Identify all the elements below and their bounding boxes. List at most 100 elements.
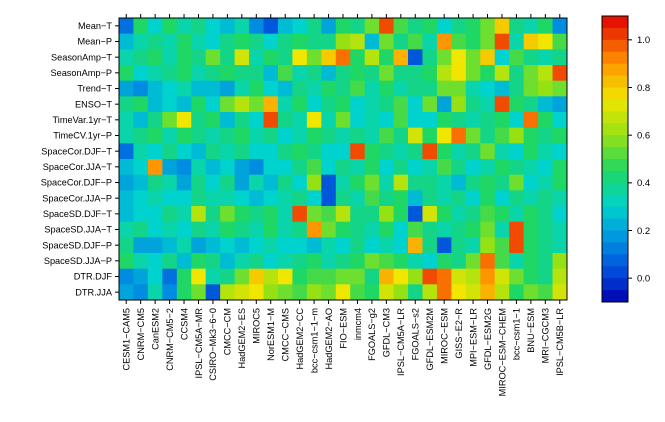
heatmap-cell <box>220 221 236 238</box>
heatmap-cell <box>408 284 423 301</box>
heatmap-cell <box>552 49 568 66</box>
heatmap-cell <box>408 206 423 223</box>
heatmap-cell <box>133 143 149 160</box>
colorbar-swatch <box>602 39 628 53</box>
heatmap-cell <box>191 112 207 129</box>
heatmap-cell <box>321 112 337 129</box>
heatmap-cell <box>147 206 163 223</box>
heatmap-cell <box>408 80 423 97</box>
heatmap-cell <box>176 80 192 97</box>
row-label: SpaceCor.DJF−P <box>41 178 112 188</box>
heatmap-cell <box>277 206 293 223</box>
heatmap-cell <box>538 206 553 223</box>
heatmap-cell <box>162 221 178 238</box>
heatmap-cell <box>364 143 380 160</box>
heatmap-cell <box>191 268 207 285</box>
heatmap-cell <box>451 18 467 35</box>
heatmap-cell <box>538 112 553 129</box>
heatmap-cell <box>133 65 149 82</box>
heatmap-cell <box>364 253 380 270</box>
heatmap-cell <box>162 127 178 144</box>
row-label: SpaceCor.JJA−T <box>43 162 113 172</box>
heatmap-cell <box>480 206 496 223</box>
heatmap-cell <box>350 49 366 66</box>
heatmap-cell <box>494 159 510 176</box>
heatmap-cell <box>335 65 351 82</box>
heatmap-cell <box>234 80 250 97</box>
heatmap-cell <box>205 221 221 238</box>
row-label: SpaceSD.JJA−P <box>44 256 112 266</box>
heatmap-cell <box>523 127 539 144</box>
heatmap-cell <box>509 284 525 301</box>
heatmap-cell <box>249 143 264 160</box>
heatmap-cell <box>147 65 163 82</box>
column-label: HadGEM2−ES <box>237 308 247 369</box>
heatmap-cell <box>494 49 510 66</box>
heatmap-cell <box>292 284 308 301</box>
heatmap-cell <box>364 237 380 254</box>
heatmap-cell <box>408 127 423 144</box>
heatmap-cell <box>422 96 438 113</box>
heatmap-cell <box>119 112 134 129</box>
heatmap-cell <box>480 268 496 285</box>
heatmap-cells <box>119 18 568 301</box>
heatmap-cell <box>335 96 351 113</box>
heatmap-cell <box>147 96 163 113</box>
heatmap-cell <box>263 80 279 97</box>
heatmap-cell <box>465 33 481 50</box>
heatmap-cell <box>436 80 452 97</box>
heatmap-cell <box>494 268 510 285</box>
heatmap-cell <box>234 237 250 254</box>
colorbar-frame <box>601 15 629 303</box>
heatmap-cell <box>292 237 308 254</box>
heatmap-cell <box>350 221 366 238</box>
heatmap-cell <box>552 174 568 191</box>
heatmap-cell <box>422 268 438 285</box>
heatmap-cell <box>205 96 221 113</box>
heatmap-cell <box>321 253 337 270</box>
heatmap-cell <box>364 268 380 285</box>
heatmap-cell <box>422 49 438 66</box>
heatmap-cell <box>249 284 264 301</box>
colorbar-swatch <box>602 16 628 29</box>
heatmap-cell <box>451 206 467 223</box>
heatmap-cell <box>277 33 293 50</box>
heatmap-cell <box>176 159 192 176</box>
heatmap-cell <box>119 268 134 285</box>
heatmap-cell <box>494 112 510 129</box>
heatmap-cell <box>350 127 366 144</box>
column-label: CNRM−CM5 <box>136 308 146 360</box>
heatmap-cell <box>436 159 452 176</box>
heatmap-cell <box>162 112 178 129</box>
heatmap-cell <box>147 159 163 176</box>
heatmap-cell <box>205 127 221 144</box>
heatmap-cell <box>191 80 207 97</box>
heatmap-cell <box>552 96 568 113</box>
heatmap-cell <box>408 174 423 191</box>
heatmap-cell <box>523 49 539 66</box>
heatmap-cell <box>335 80 351 97</box>
row-label: SpaceSD.JJA−T <box>44 225 112 235</box>
heatmap-cell <box>509 80 525 97</box>
heatmap-cell <box>119 49 134 66</box>
heatmap-cell <box>480 159 496 176</box>
column-label: FGOALS−s2 <box>411 308 421 360</box>
heatmap-cell <box>234 49 250 66</box>
heatmap-cell <box>191 284 207 301</box>
heatmap-cell <box>393 49 409 66</box>
heatmap-cell <box>538 80 553 97</box>
heatmap-cell <box>234 190 250 207</box>
column-label: NorESM1−M <box>266 308 276 361</box>
heatmap-cell <box>494 237 510 254</box>
heatmap-cell <box>292 80 308 97</box>
heatmap-cell <box>191 221 207 238</box>
heatmap-cell <box>379 190 394 207</box>
heatmap-cell <box>393 174 409 191</box>
heatmap-cell <box>494 221 510 238</box>
heatmap-cell <box>364 49 380 66</box>
colorbar-tick-label: 0.4 <box>637 178 650 189</box>
heatmap-cell <box>436 96 452 113</box>
colorbar-tick-label: 0.0 <box>637 273 650 284</box>
heatmap-cell <box>306 237 322 254</box>
heatmap-cell <box>509 268 525 285</box>
